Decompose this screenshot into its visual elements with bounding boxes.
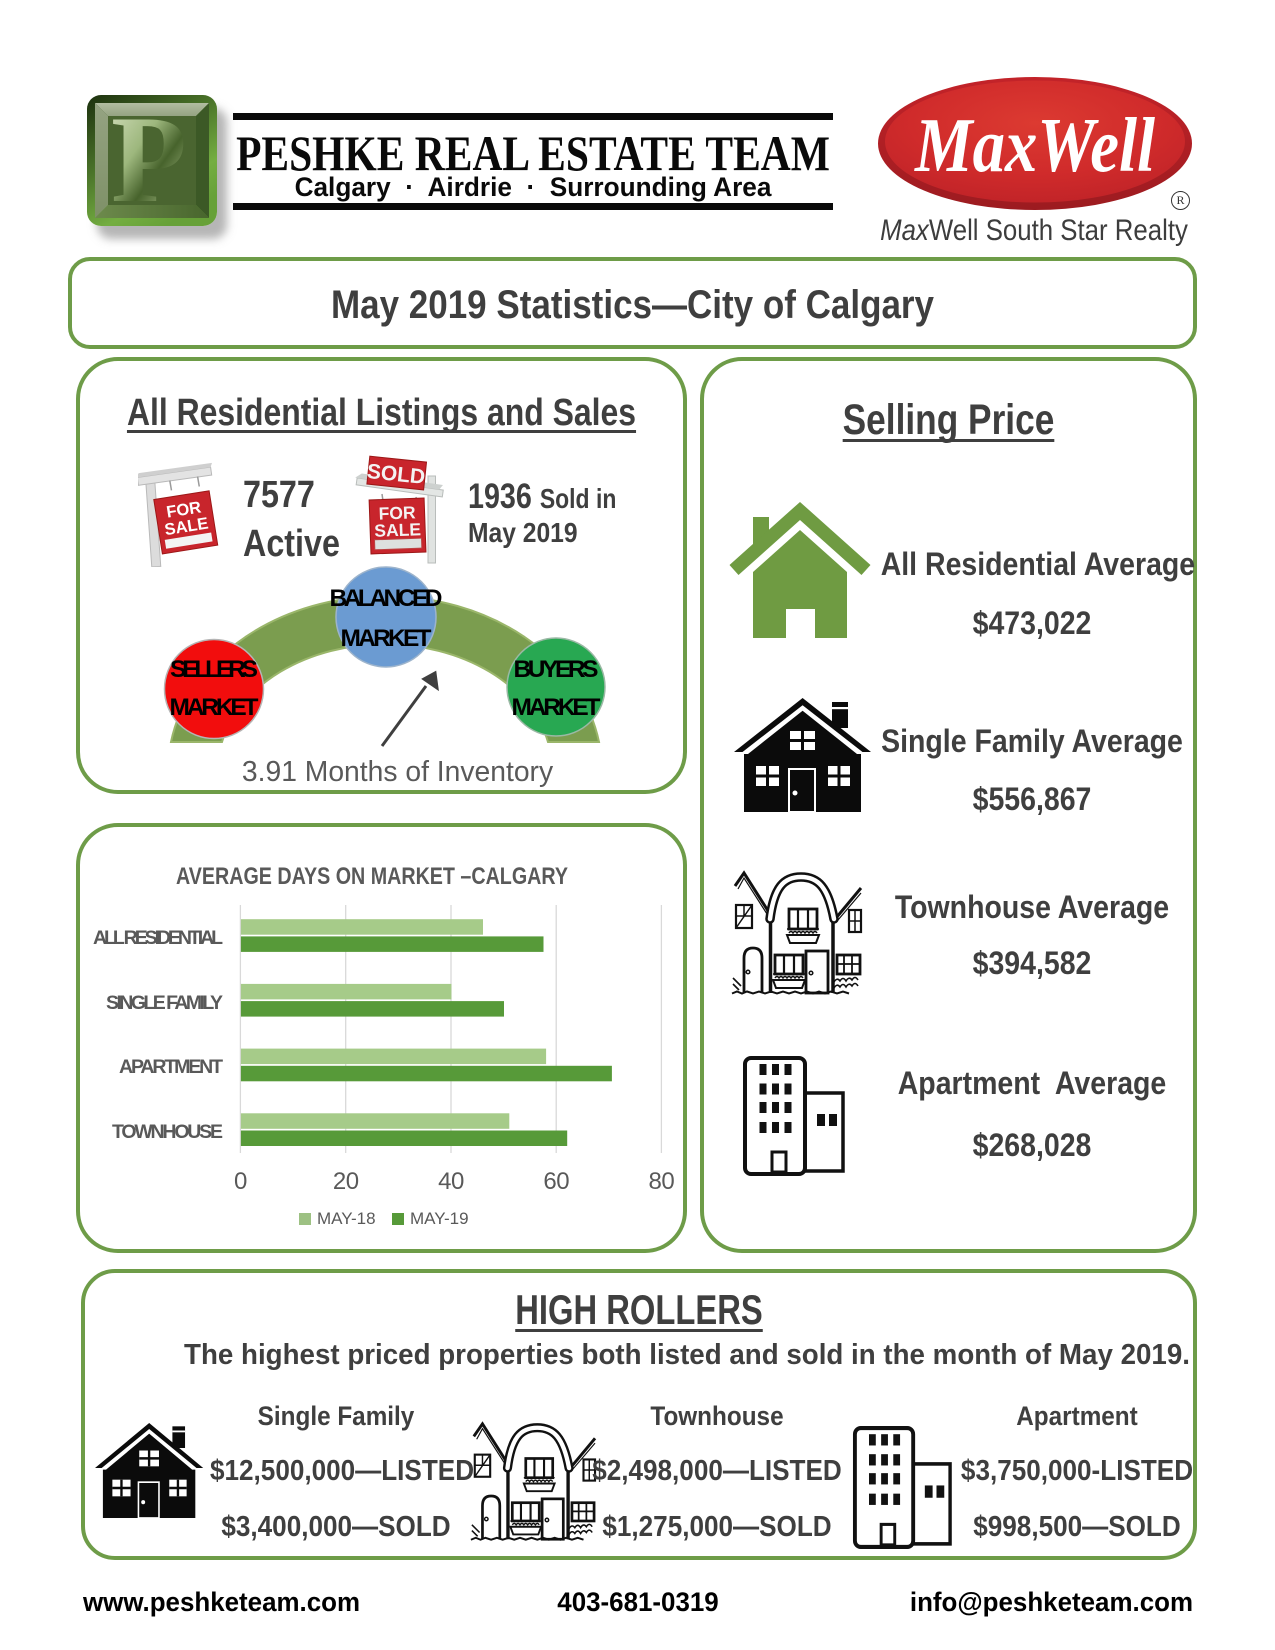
svg-text:60: 60 [543, 1168, 569, 1195]
svg-text:P: P [111, 95, 187, 226]
svg-text:BUYERS: BUYERS [514, 656, 599, 683]
svg-text:MARKET: MARKET [341, 625, 432, 652]
svg-text:40: 40 [438, 1168, 464, 1195]
svg-text:APARTMENT: APARTMENT [119, 1056, 223, 1078]
svg-text:80: 80 [649, 1168, 675, 1195]
svg-text:TOWNHOUSE: TOWNHOUSE [112, 1121, 223, 1143]
svg-text:AVERAGE DAYS ON MARKET –CALGAR: AVERAGE DAYS ON MARKET –CALGARY [176, 863, 568, 890]
svg-text:MaxWell: MaxWell [913, 102, 1155, 188]
svg-text:MARKET: MARKET [170, 694, 259, 721]
svg-text:0: 0 [234, 1168, 247, 1195]
svg-text:BALANCED: BALANCED [330, 585, 443, 612]
svg-text:MARKET: MARKET [512, 694, 601, 721]
svg-text:FOR: FOR [378, 502, 416, 523]
svg-text:FOR: FOR [165, 498, 202, 521]
svg-text:SELLERS: SELLERS [170, 656, 258, 683]
svg-text:MAY-19: MAY-19 [410, 1209, 469, 1228]
svg-text:ALL RESIDENTIAL: ALL RESIDENTIAL [93, 927, 223, 949]
svg-text:SALE: SALE [374, 519, 421, 541]
svg-text:MAY-18: MAY-18 [317, 1209, 376, 1228]
svg-text:SINGLE FAMILY: SINGLE FAMILY [106, 992, 223, 1014]
svg-text:20: 20 [333, 1168, 359, 1195]
